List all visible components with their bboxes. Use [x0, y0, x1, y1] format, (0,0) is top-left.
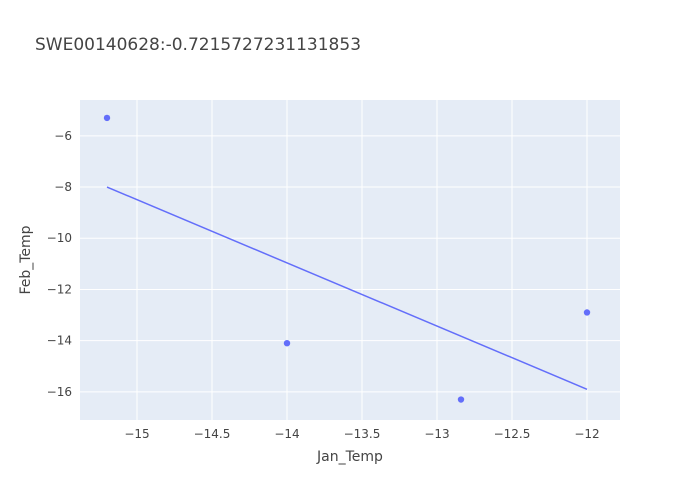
x-tick-label: −13.5	[344, 427, 381, 441]
x-tick-label: −12.5	[494, 427, 531, 441]
data-point	[583, 309, 591, 316]
plot-area	[80, 100, 620, 420]
y-tick-label: −14	[47, 334, 72, 348]
x-tick-label: −15	[124, 427, 149, 441]
data-point	[457, 396, 465, 403]
x-axis-label: Jan_Temp	[316, 449, 383, 465]
y-tick-label: −8	[54, 180, 72, 194]
y-tick-label: −12	[47, 282, 72, 296]
y-axis-label: Feb_Temp	[18, 225, 34, 294]
data-point	[103, 114, 111, 122]
x-tick-label: −12	[574, 427, 599, 441]
y-tick-label: −6	[54, 129, 72, 143]
y-tick-label: −16	[47, 385, 72, 399]
x-tick-label: −13	[424, 427, 449, 441]
x-tick-label: −14	[274, 427, 299, 441]
trend-line	[106, 186, 588, 390]
chart-title: SWE00140628:-0.7215727231131853	[35, 35, 361, 55]
data-point	[283, 340, 291, 347]
series-layer	[103, 114, 591, 403]
y-tick-label: −10	[47, 231, 72, 245]
tick-labels: −15 −14.5 −14 −13.5 −13 −12.5 −12 −16 −14 −12 −10 −…	[47, 129, 600, 441]
x-tick-label: −14.5	[194, 427, 231, 441]
